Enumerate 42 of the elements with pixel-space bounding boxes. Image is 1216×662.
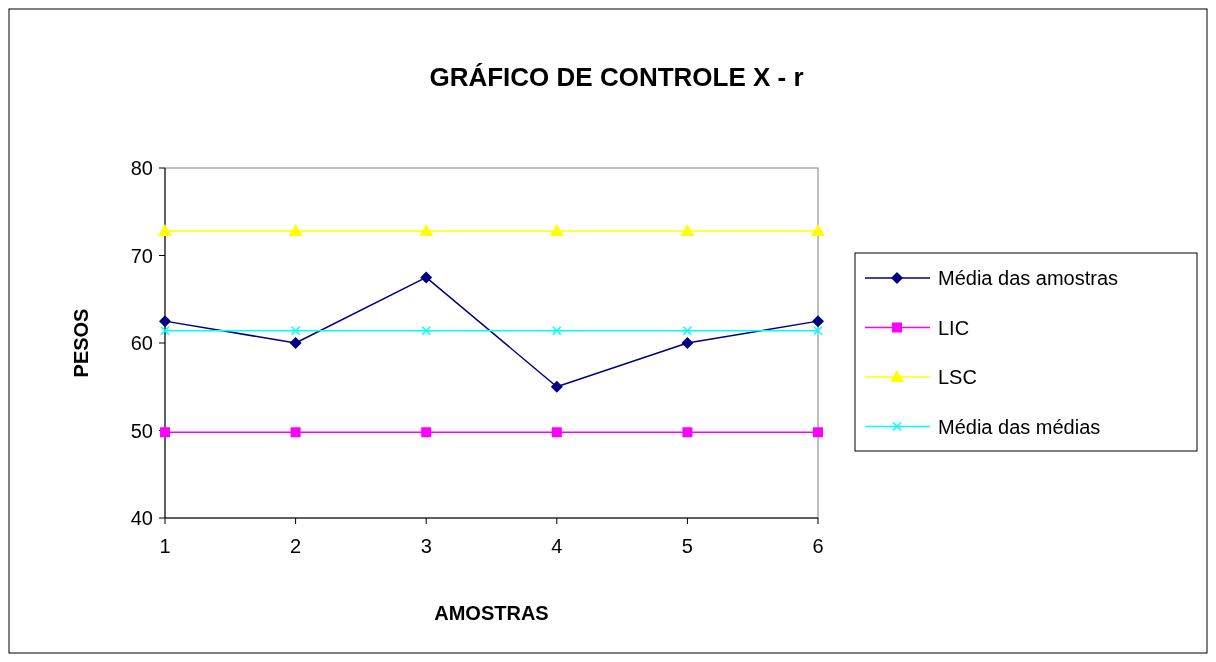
point bbox=[290, 427, 301, 438]
point bbox=[289, 337, 302, 349]
x-axis-title: AMOSTRAS bbox=[434, 602, 549, 624]
x-tick-label: 4 bbox=[551, 535, 563, 557]
legend-label: LIC bbox=[938, 316, 970, 339]
point bbox=[551, 427, 562, 438]
point bbox=[811, 224, 825, 236]
point bbox=[680, 224, 695, 236]
point bbox=[682, 427, 693, 438]
point bbox=[160, 427, 170, 438]
point bbox=[160, 326, 170, 336]
point bbox=[288, 224, 303, 236]
point bbox=[813, 326, 823, 336]
legend-label: Média das amostras bbox=[938, 267, 1119, 289]
point bbox=[812, 315, 824, 328]
point bbox=[681, 337, 694, 349]
point bbox=[158, 224, 172, 236]
chart-title: GRÁFICO DE CONTROLE X - r bbox=[429, 62, 804, 92]
y-tick-label: 60 bbox=[130, 332, 153, 354]
point bbox=[552, 326, 562, 336]
point bbox=[420, 271, 433, 284]
y-tick-label: 70 bbox=[130, 244, 153, 267]
y-axis-title: PESOS bbox=[70, 308, 92, 378]
point bbox=[159, 315, 171, 328]
y-tick-label: 50 bbox=[130, 419, 153, 442]
legend-label: LSC bbox=[938, 366, 977, 388]
x-tick-label: 6 bbox=[812, 535, 824, 557]
point bbox=[421, 427, 432, 438]
point bbox=[419, 224, 434, 236]
x-tick-label: 1 bbox=[159, 535, 171, 557]
x-tick-label: 2 bbox=[290, 535, 302, 557]
point bbox=[682, 326, 693, 336]
point bbox=[813, 427, 823, 438]
point bbox=[421, 326, 431, 336]
point bbox=[550, 380, 563, 393]
y-tick-label: 40 bbox=[130, 507, 153, 529]
point bbox=[549, 224, 564, 236]
point bbox=[290, 326, 301, 336]
x-tick-label: 3 bbox=[420, 535, 432, 557]
x-tick-label: 5 bbox=[681, 535, 693, 557]
legend-label: Média das médias bbox=[938, 415, 1101, 438]
y-tick-label: 80 bbox=[130, 157, 153, 179]
